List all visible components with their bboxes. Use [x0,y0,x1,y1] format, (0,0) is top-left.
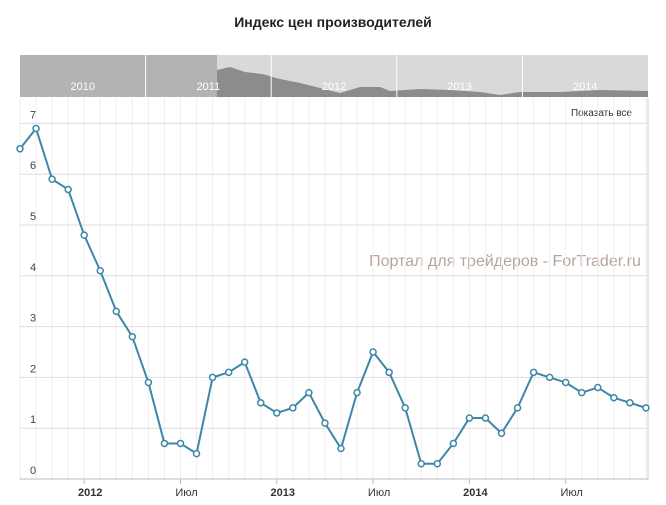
point [481,414,490,422]
point [64,185,72,194]
point [642,404,650,412]
point [465,414,474,422]
point [144,378,153,387]
x-tick-label: Июл [175,487,197,499]
point [273,409,281,417]
point [513,404,522,412]
point [594,383,602,392]
point [578,388,586,397]
point [305,388,313,397]
y-tick-label: 7 [30,109,36,121]
x-tick-label: 2014 [463,487,488,499]
point [449,439,458,448]
point [240,358,249,366]
x-tick-label: Июл [368,487,390,499]
point [192,449,201,458]
navigator-label: 2013 [447,81,471,93]
point [80,231,88,239]
x-tick-label: Июл [561,487,583,499]
point [369,348,377,356]
point [112,307,121,316]
point [561,378,570,387]
point [385,368,393,377]
point [160,439,169,448]
x-tick-label: 2012 [78,487,102,499]
point [321,419,329,427]
point [224,368,233,377]
y-tick-label: 0 [30,465,36,477]
x-tick-label: 2013 [271,487,295,499]
navigator-area [217,67,648,97]
chart-title: Индекс цен производителей [234,14,432,30]
navigator-label: 2010 [71,81,95,93]
point [353,388,361,397]
line [19,126,647,465]
point [497,429,506,438]
navigator-label: 2012 [322,81,346,93]
point [545,373,554,382]
y-tick-label: 3 [30,313,36,325]
navigator: 2010 2011 2012 2013 2014 [20,55,648,97]
y-tick-label: 5 [30,211,36,223]
point [96,266,104,275]
point [176,439,185,448]
point [433,460,442,468]
watermark: Портал для трейдеров - ForTrader.ru [369,253,641,270]
navigator-label: 2014 [573,81,597,93]
y-tick-label: 2 [30,363,36,375]
point [208,373,217,382]
point [257,399,265,407]
y-tick-label: 4 [30,262,36,274]
point [626,399,634,407]
point [337,444,345,453]
y-tick-label: 1 [30,414,36,426]
point [48,175,56,184]
point [289,404,297,412]
point [16,145,24,153]
navigator-label: 2011 [197,81,221,93]
point [610,393,618,402]
y-tick-label: 6 [30,160,36,172]
point [529,368,538,377]
reset-button[interactable]: Показать все [571,108,632,119]
navigator-mask [20,55,217,97]
point [417,460,425,468]
point [401,404,409,412]
point [128,333,137,341]
point [32,124,40,133]
